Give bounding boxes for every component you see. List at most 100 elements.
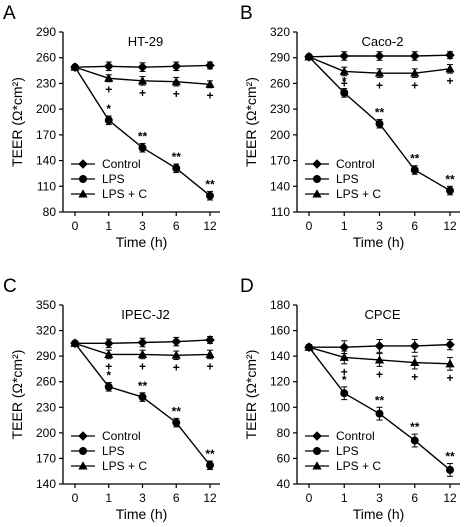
y-axis-label: TEER (Ω*cm²)	[243, 350, 259, 440]
significance-star: **	[410, 152, 420, 166]
data-point-diamond	[339, 51, 350, 61]
data-point-circle	[104, 116, 113, 125]
data-point-triangle	[445, 64, 455, 73]
significance-star: **	[445, 450, 455, 464]
data-point-diamond	[409, 51, 420, 61]
data-point-circle	[206, 461, 214, 470]
data-point-triangle	[171, 350, 181, 359]
legend-label: Control	[336, 157, 375, 171]
significance-plus: +	[206, 360, 213, 374]
panel-letter: A	[3, 3, 16, 24]
x-tick-label: 3	[376, 491, 383, 505]
significance-plus: +	[206, 89, 213, 103]
data-point-circle	[410, 166, 419, 174]
x-tick-label: 12	[443, 491, 457, 505]
x-tick-label: 3	[139, 491, 146, 505]
x-tick-label: 1	[341, 491, 348, 505]
data-point-diamond	[103, 338, 114, 349]
significance-star: **	[172, 150, 182, 164]
significance-star: *	[342, 75, 347, 89]
y-axis-label: TEER (Ω*cm²)	[9, 77, 25, 167]
significance-plus: +	[139, 86, 146, 100]
data-point-triangle	[104, 349, 114, 358]
legend-marker-circle	[79, 447, 87, 455]
legend-marker-triangle	[312, 461, 322, 470]
y-tick-label: 320	[36, 324, 56, 338]
x-tick-label: 1	[105, 219, 112, 233]
data-point-diamond	[409, 341, 420, 351]
x-axis-label: Time (h)	[353, 506, 405, 522]
data-point-triangle	[374, 355, 385, 364]
data-point-diamond	[339, 342, 350, 352]
legend-marker-diamond	[312, 431, 322, 441]
data-point-triangle	[374, 68, 385, 77]
data-point-circle	[172, 418, 181, 427]
y-axis-label: TEER (Ω*cm²)	[243, 77, 259, 167]
significance-plus: +	[173, 87, 180, 101]
x-tick-label: 0	[72, 219, 79, 233]
chart-panel: C IPEC-J2 140 170 200 230 260 290 320 350 0 1 3 6 12 Ti…	[3, 276, 220, 522]
y-tick-label: 180	[270, 298, 290, 312]
data-point-triangle	[304, 342, 314, 351]
data-point-diamond	[205, 335, 215, 345]
data-point-triangle	[205, 349, 215, 358]
chart-panel: A HT-29 80 110 140 170 200 230 260 290 0 1 3 6 12 Time …	[3, 3, 220, 250]
data-point-circle	[340, 88, 349, 97]
significance-star: **	[205, 447, 215, 461]
data-point-diamond	[205, 60, 215, 71]
chart-title: Caco-2	[362, 34, 404, 49]
data-point-triangle	[410, 68, 420, 77]
significance-plus: +	[411, 370, 418, 384]
significance-plus: +	[105, 360, 112, 374]
significance-plus: +	[341, 365, 348, 379]
significance-plus: +	[139, 360, 146, 374]
x-tick-label: 1	[341, 219, 348, 233]
x-tick-label: 6	[173, 491, 180, 505]
legend-label: Control	[102, 157, 141, 171]
chart-title: CPCE	[364, 307, 400, 322]
x-tick-label: 0	[306, 219, 313, 233]
data-point-circle	[446, 465, 454, 474]
significance-star: **	[205, 177, 215, 191]
y-tick-label: 140	[270, 179, 290, 193]
significance-plus: +	[446, 74, 453, 88]
data-point-diamond	[137, 62, 148, 72]
y-tick-label: 100	[270, 400, 290, 414]
data-point-triangle	[171, 76, 181, 86]
y-tick-label: 140	[36, 154, 56, 168]
data-point-triangle	[445, 359, 455, 368]
x-tick-label: 0	[306, 491, 313, 505]
legend-marker-diamond	[78, 431, 88, 441]
data-point-circle	[138, 143, 147, 152]
x-axis-label: Time (h)	[116, 234, 168, 250]
x-tick-label: 3	[139, 219, 146, 233]
data-point-triangle	[70, 338, 80, 347]
data-point-diamond	[171, 61, 182, 72]
legend-marker-triangle	[78, 189, 88, 198]
y-tick-label: 170	[36, 451, 56, 465]
significance-star: *	[106, 102, 111, 116]
y-tick-label: 140	[270, 349, 290, 363]
data-point-triangle	[70, 62, 80, 71]
legend-marker-circle	[79, 175, 87, 183]
y-tick-label: 110	[271, 205, 290, 219]
legend-marker-diamond	[312, 159, 322, 169]
y-tick-label: 320	[270, 25, 290, 39]
data-point-triangle	[339, 352, 349, 361]
y-tick-label: 290	[270, 51, 290, 65]
data-point-diamond	[103, 61, 114, 72]
y-tick-label: 260	[36, 375, 56, 389]
significance-star: **	[445, 172, 455, 186]
chart-panel: D CPCE 40 60 80 100 120 140 160 180 0 1 3 6 12 Time (h)…	[240, 276, 460, 522]
y-tick-label: 290	[36, 349, 56, 363]
data-point-diamond	[445, 50, 455, 60]
data-point-diamond	[137, 337, 148, 348]
data-point-circle	[104, 382, 113, 391]
x-tick-label: 6	[411, 219, 418, 233]
data-point-circle	[172, 164, 181, 173]
legend-marker-diamond	[78, 159, 88, 169]
y-tick-label: 140	[36, 477, 56, 491]
legend-marker-triangle	[78, 461, 88, 470]
significance-star: **	[375, 393, 385, 407]
